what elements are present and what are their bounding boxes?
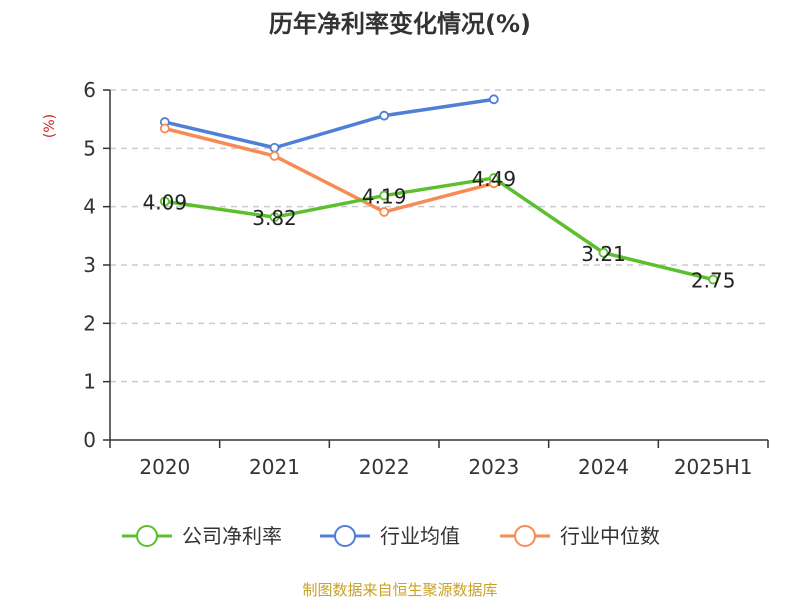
series-1-point-2021 bbox=[269, 142, 280, 153]
series-2-point-2020 bbox=[159, 123, 170, 134]
series-2-point-2022 bbox=[379, 207, 390, 217]
series-line-1 bbox=[164, 97, 495, 150]
y-tick-label-0: 0 bbox=[83, 428, 96, 452]
series-0-point-2022 bbox=[379, 190, 390, 201]
y-tick-label-5: 5 bbox=[83, 136, 96, 160]
x-tick-label-2020: 2020 bbox=[139, 455, 190, 479]
y-tick-label-6: 6 bbox=[83, 78, 96, 102]
y-axis-label: (%) bbox=[42, 114, 58, 138]
y-tick-label-2: 2 bbox=[83, 311, 96, 335]
x-tick-label-2024: 2024 bbox=[578, 455, 629, 479]
series-1-point-2022 bbox=[379, 110, 390, 121]
x-tick-label-2022: 2022 bbox=[359, 455, 410, 479]
series-line-0 bbox=[164, 176, 714, 282]
series-layer bbox=[159, 94, 719, 285]
y-tick-label-3: 3 bbox=[83, 253, 96, 277]
data-label-2024: 3.21 bbox=[581, 242, 626, 266]
series-0-point-2023 bbox=[488, 173, 499, 183]
chart-title: 历年净利率变化情况(%) bbox=[269, 10, 531, 38]
legend-marker-1 bbox=[334, 525, 356, 547]
axis-layer: 0 1 2 3 4 5 6 2020 2021 2022 2023 2024 2025H1 bbox=[83, 78, 769, 479]
series-0-point-2025H1 bbox=[708, 274, 719, 285]
series-1-point-2023 bbox=[488, 94, 499, 105]
y-tick-label-4: 4 bbox=[83, 195, 96, 219]
series-0-point-2024 bbox=[598, 247, 609, 258]
legend: 公司净利率 行业均值 行业中位数 bbox=[122, 524, 660, 548]
data-label-2020: 4.09 bbox=[143, 190, 188, 214]
series-0-point-2020 bbox=[159, 196, 170, 207]
data-label-2023: 4.49 bbox=[472, 167, 517, 191]
legend-marker-2 bbox=[514, 525, 536, 547]
x-tick-label-2025H1: 2025H1 bbox=[674, 455, 753, 479]
legend-label-2: 行业中位数 bbox=[560, 524, 660, 548]
legend-label-1: 行业均值 bbox=[380, 524, 460, 548]
data-label-2022: 4.19 bbox=[362, 185, 407, 209]
data-label-2025H1: 2.75 bbox=[691, 269, 736, 293]
series-2-point-2021 bbox=[269, 151, 280, 161]
data-label-2021: 3.82 bbox=[252, 206, 297, 230]
series-0-point-2021 bbox=[269, 212, 280, 223]
y-tick-label-1: 1 bbox=[83, 370, 96, 394]
x-tick-label-2021: 2021 bbox=[249, 455, 300, 479]
series-line-2 bbox=[164, 126, 495, 214]
data-label-layer: 4.09 3.82 4.19 4.49 3.21 2.75 bbox=[143, 167, 736, 293]
source-note: 制图数据来自恒生聚源数据库 bbox=[302, 581, 497, 599]
x-tick-label-2023: 2023 bbox=[468, 455, 519, 479]
legend-label-0: 公司净利率 bbox=[182, 524, 282, 548]
legend-marker-0 bbox=[136, 525, 158, 547]
